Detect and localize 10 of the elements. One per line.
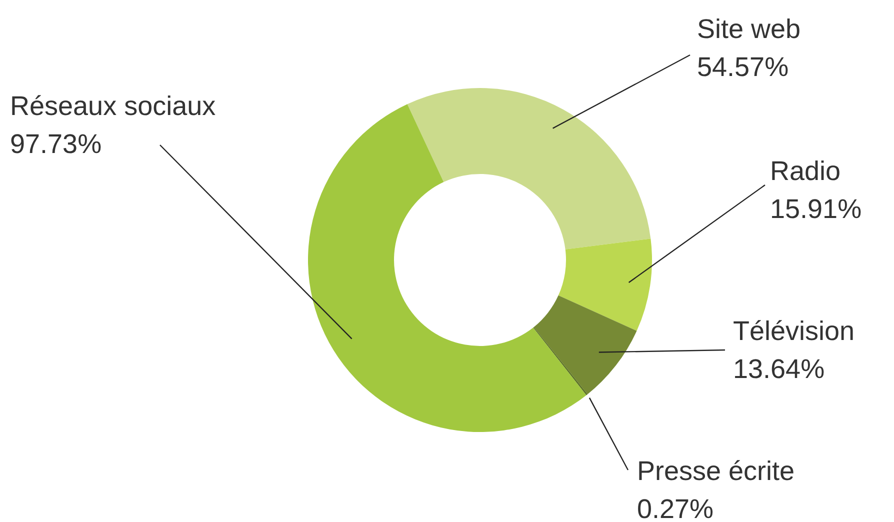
data-label: 0.27% [637, 494, 714, 522]
data-label: 15.91% [770, 194, 862, 224]
slice-label: Site web [697, 14, 801, 44]
slice-label: Télévision [733, 316, 855, 346]
data-label: 13.64% [733, 354, 825, 384]
slice-label: Presse écrite [637, 456, 795, 486]
data-label: 54.57% [697, 52, 789, 82]
slice-label: Radio [770, 156, 841, 186]
data-label: 97.73% [10, 129, 102, 159]
slice-label: Réseaux sociaux [10, 91, 216, 121]
